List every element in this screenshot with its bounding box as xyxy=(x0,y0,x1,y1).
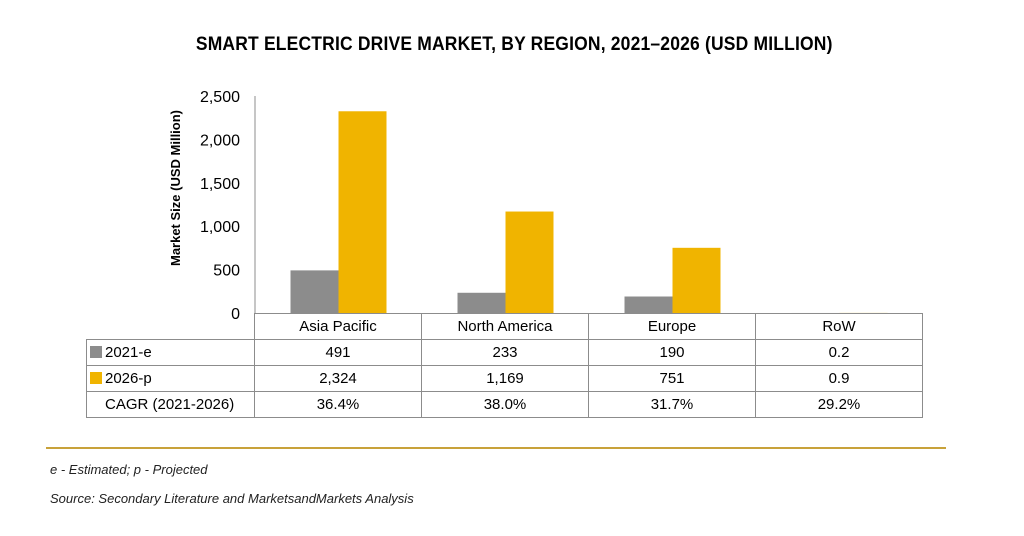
data-cell: 491 xyxy=(254,339,422,366)
series-name: 2021-e xyxy=(105,344,152,361)
cagr-cell: 38.0% xyxy=(421,391,589,418)
table-row: CAGR (2021-2026) 36.4% 38.0% 31.7% 29.2% xyxy=(86,391,923,418)
category-label: Asia Pacific xyxy=(254,313,422,340)
table-row: 2021-e 491 233 190 0.2 xyxy=(86,339,923,366)
category-label: RoW xyxy=(755,313,923,340)
table-corner xyxy=(86,313,255,340)
bar xyxy=(672,247,721,313)
data-cell: 0.9 xyxy=(755,365,923,392)
y-axis-label: Market Size (USD Million) xyxy=(168,110,183,266)
source-note: Source: Secondary Literature and Markets… xyxy=(50,491,414,506)
bar xyxy=(290,270,339,313)
category-label: Europe xyxy=(588,313,756,340)
chart-plot: Market Size (USD Million) 0 500 1,000 1,500… xyxy=(168,89,888,320)
bar xyxy=(457,292,506,313)
cagr-label: CAGR (2021-2026) xyxy=(86,391,255,418)
cagr-cell: 31.7% xyxy=(588,391,756,418)
data-cell: 190 xyxy=(588,339,756,366)
data-cell: 0.2 xyxy=(755,339,923,366)
table-header-row: Asia Pacific North America Europe RoW xyxy=(86,313,923,340)
y-tick-label: 1,500 xyxy=(200,176,240,193)
data-cell: 1,169 xyxy=(421,365,589,392)
bar xyxy=(338,111,387,314)
y-tick-label: 2,000 xyxy=(200,132,240,149)
cagr-cell: 29.2% xyxy=(755,391,923,418)
table-row: 2026-p 2,324 1,169 751 0.9 xyxy=(86,365,923,392)
data-cell: 751 xyxy=(588,365,756,392)
y-tick-label: 2,500 xyxy=(200,89,240,106)
y-tick-label: 1,000 xyxy=(200,219,240,236)
bar xyxy=(624,296,673,313)
bar xyxy=(505,211,554,313)
footnote: e - Estimated; p - Projected xyxy=(50,462,208,477)
legend-entry-2021: 2021-e xyxy=(86,339,255,366)
cagr-cell: 36.4% xyxy=(254,391,422,418)
data-cell: 233 xyxy=(421,339,589,366)
series-name: 2026-p xyxy=(105,370,152,387)
chart-title: SMART ELECTRIC DRIVE MARKET, BY REGION, … xyxy=(195,34,833,55)
legend-swatch-2026 xyxy=(90,372,102,384)
y-tick-label: 0 xyxy=(231,306,240,320)
data-cell: 2,324 xyxy=(254,365,422,392)
category-label: North America xyxy=(421,313,589,340)
data-table: Asia Pacific North America Europe RoW 20… xyxy=(86,313,923,418)
legend-entry-2026: 2026-p xyxy=(86,365,255,392)
legend-swatch-2021 xyxy=(90,346,102,358)
y-tick-label: 500 xyxy=(213,263,240,280)
footer-divider xyxy=(46,447,946,449)
